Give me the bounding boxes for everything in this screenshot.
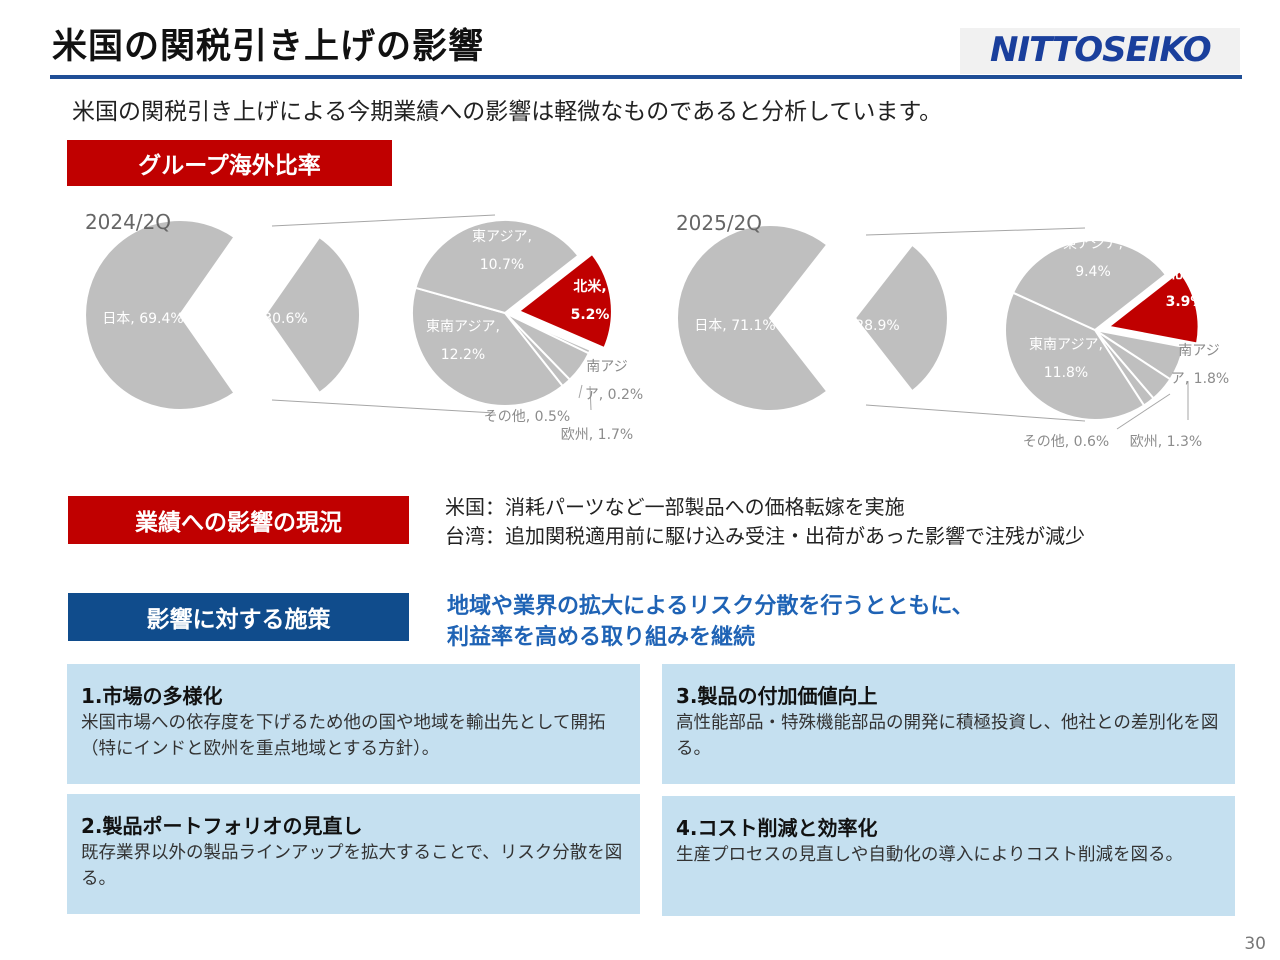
- label-south-asia-value: ア, 0.2%: [585, 387, 643, 403]
- label-north-america: 北米, 5.2%: [571, 278, 610, 323]
- connector-line: [271, 214, 496, 227]
- impact-line-us: 米国：消耗パーツなど一部製品への価格転嫁を実施: [445, 495, 905, 519]
- leader-line: [589, 385, 592, 411]
- label-southeast-asia: 東南アジア, 12.2%: [426, 319, 500, 363]
- pie-slice-overseas: [263, 235, 361, 395]
- measures-headline: 地域や業界の拡大によるリスク分散を行うとともに、 利益率を高める取り組みを継続: [447, 591, 974, 653]
- label-europe: 欧州, 1.7%: [561, 427, 633, 443]
- measure-card-portfolio-review: 2.製品ポートフォリオの見直し 既存業界以外の製品ラインアップを拡大することで、…: [67, 794, 640, 914]
- leader-line: [1116, 393, 1171, 430]
- label-south-asia-value: ア, 1.8%: [1171, 371, 1229, 387]
- measure-body: 高性能部品・特殊機能部品の開発に積極投資し、他社との差別化を図る。: [676, 713, 1219, 759]
- chart-title: 2024/2Q: [85, 210, 171, 234]
- measure-title: 4.コスト削減と効率化: [676, 816, 878, 840]
- label-north-america: 北米, 3.9%: [1166, 265, 1205, 310]
- label-other: その他, 0.5%: [484, 409, 570, 425]
- measure-body: 米国市場への依存度を下げるため他の国や地域を輸出先として開拓（特にインドと欧州を…: [81, 713, 606, 759]
- pie-slice-japan: [84, 219, 236, 411]
- pie-slice-region-4: [411, 286, 565, 407]
- pie-slice-region-5: [414, 219, 580, 315]
- measure-card-cost-reduction: 4.コスト削減と効率化 生産プロセスの見直しや自動化の導入によりコスト削減を図る…: [662, 796, 1235, 916]
- pie-slice-japan: [675, 224, 829, 412]
- measures-label: 影響に対する施策: [68, 593, 409, 641]
- label-overseas: 海外, 28.9%: [818, 318, 899, 334]
- page-title: 米国の関税引き上げの影響: [52, 27, 485, 67]
- label-other: その他, 0.6%: [1023, 434, 1109, 450]
- label-south-asia: 南アジ: [1178, 343, 1219, 359]
- measure-title: 3.製品の付加価値向上: [676, 684, 878, 708]
- chart-title: 2025/2Q: [676, 211, 762, 235]
- impact-line-taiwan: 台湾：追加関税適用前に駆け込み受注・出荷があった影響で注残が減少: [445, 524, 1085, 548]
- measures-headline-line2: 利益率を高める取り組みを継続: [447, 625, 756, 650]
- label-east-asia: 東アジア, 10.7%: [472, 229, 532, 273]
- measure-title: 1.市場の多様化: [81, 684, 223, 708]
- label-overseas: 海外, 30.6%: [226, 311, 307, 327]
- label-southeast-asia: 東南アジア, 11.8%: [1029, 337, 1103, 381]
- measure-card-market-diversification: 1.市場の多様化 米国市場への依存度を下げるため他の国や地域を輸出先として開拓（…: [67, 664, 640, 784]
- connector-line: [865, 404, 1086, 422]
- logo-text: NITTOSEIKO: [990, 30, 1212, 70]
- measures-headline-line1: 地域や業界の拡大によるリスク分散を行うとともに、: [447, 594, 974, 619]
- measure-body: 既存業界以外の製品ラインアップを拡大することで、リスク分散を図る。: [81, 843, 623, 889]
- overseas-ratio-label: グループ海外比率: [67, 140, 392, 186]
- pie-slice-region-5: [1011, 239, 1168, 332]
- impact-lines: 米国：消耗パーツなど一部製品への価格転嫁を実施 台湾：追加関税適用前に駆け込み受…: [445, 493, 1085, 551]
- lead-text: 米国の関税引き上げによる今期業績への影響は軽微なものであると分析しています。: [72, 99, 943, 125]
- overseas-ratio-charts: 2024/2Q 日本, 69.4% 海外, 30.6% 東アジア, 10.7% 北米, 5.…: [84, 210, 1229, 450]
- title-divider: [50, 75, 1242, 79]
- measure-title: 2.製品ポートフォリオの見直し: [81, 814, 363, 838]
- label-east-asia: 東アジア, 9.4%: [1063, 236, 1123, 280]
- label-south-asia: 南アジ: [586, 359, 627, 375]
- pie-slice-north-america: [516, 252, 613, 350]
- pie-slice-region-4: [1004, 291, 1146, 421]
- label-japan: 日本, 71.1%: [694, 318, 775, 334]
- leader-line: [578, 384, 583, 399]
- measure-body: 生産プロセスの見直しや自動化の導入によりコスト削減を図る。: [676, 845, 1183, 865]
- pie-slice-north-america: [1106, 269, 1200, 345]
- connector-line: [865, 227, 1086, 236]
- label-europe: 欧州, 1.3%: [1130, 434, 1202, 450]
- impact-status-label: 業績への影響の現況: [68, 496, 409, 544]
- connector-line: [271, 399, 496, 414]
- page-number: 30: [1244, 934, 1266, 954]
- pie-slice-overseas: [853, 243, 949, 393]
- label-japan: 日本, 69.4%: [102, 311, 183, 327]
- company-logo: NITTOSEIKO: [960, 28, 1240, 74]
- measure-card-value-add: 3.製品の付加価値向上 高性能部品・特殊機能部品の開発に積極投資し、他社との差別…: [662, 664, 1235, 784]
